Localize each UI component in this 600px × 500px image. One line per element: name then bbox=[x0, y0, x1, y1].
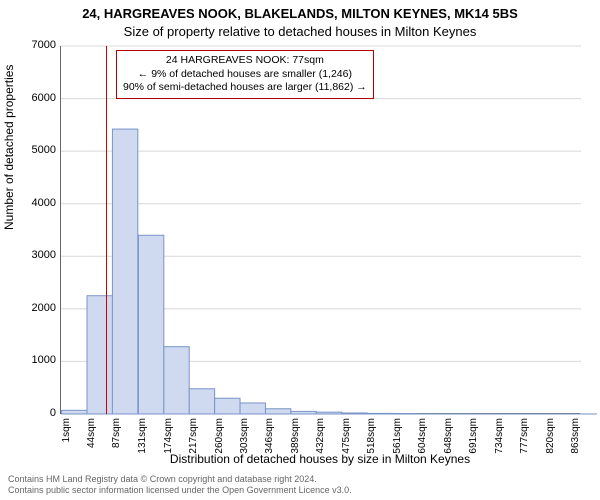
histogram-bar bbox=[291, 411, 316, 414]
annotation-line2: ← 9% of detached houses are smaller (1,2… bbox=[123, 68, 367, 82]
title-address: 24, HARGREAVES NOOK, BLAKELANDS, MILTON … bbox=[0, 6, 600, 21]
histogram-bar bbox=[87, 296, 112, 414]
histogram-bar bbox=[215, 398, 240, 414]
histogram-bar bbox=[265, 409, 290, 414]
annotation-line1: 24 HARGREAVES NOOK: 77sqm bbox=[123, 54, 367, 68]
y-tick-label: 7000 bbox=[16, 39, 56, 51]
y-tick-label: 0 bbox=[16, 407, 56, 419]
credits: Contains HM Land Registry data © Crown c… bbox=[8, 474, 352, 497]
credits-line2: Contains public sector information licen… bbox=[8, 485, 352, 496]
annotation-box: 24 HARGREAVES NOOK: 77sqm ← 9% of detach… bbox=[116, 50, 374, 99]
chart-plot-area: 24 HARGREAVES NOOK: 77sqm ← 9% of detach… bbox=[60, 46, 580, 414]
y-tick-label: 1000 bbox=[16, 354, 56, 366]
y-tick-label: 4000 bbox=[16, 197, 56, 209]
histogram-bar bbox=[112, 129, 137, 414]
y-tick-label: 6000 bbox=[16, 92, 56, 104]
histogram-bar bbox=[240, 403, 265, 414]
title-subtitle: Size of property relative to detached ho… bbox=[0, 24, 600, 39]
histogram-bar bbox=[138, 235, 163, 414]
histogram-bar bbox=[189, 389, 214, 414]
histogram-bar bbox=[342, 413, 367, 414]
credits-line1: Contains HM Land Registry data © Crown c… bbox=[8, 474, 352, 485]
histogram-bar bbox=[62, 410, 87, 414]
y-tick-label: 3000 bbox=[16, 249, 56, 261]
y-tick-label: 2000 bbox=[16, 302, 56, 314]
histogram-bar bbox=[367, 413, 392, 414]
annotation-line3: 90% of semi-detached houses are larger (… bbox=[123, 81, 367, 95]
y-tick-label: 5000 bbox=[16, 144, 56, 156]
histogram-bar bbox=[164, 347, 189, 414]
histogram-svg bbox=[61, 46, 581, 414]
y-axis-label: Number of detached properties bbox=[2, 65, 16, 230]
histogram-bar bbox=[316, 412, 341, 414]
x-axis-label: Distribution of detached houses by size … bbox=[60, 452, 580, 466]
